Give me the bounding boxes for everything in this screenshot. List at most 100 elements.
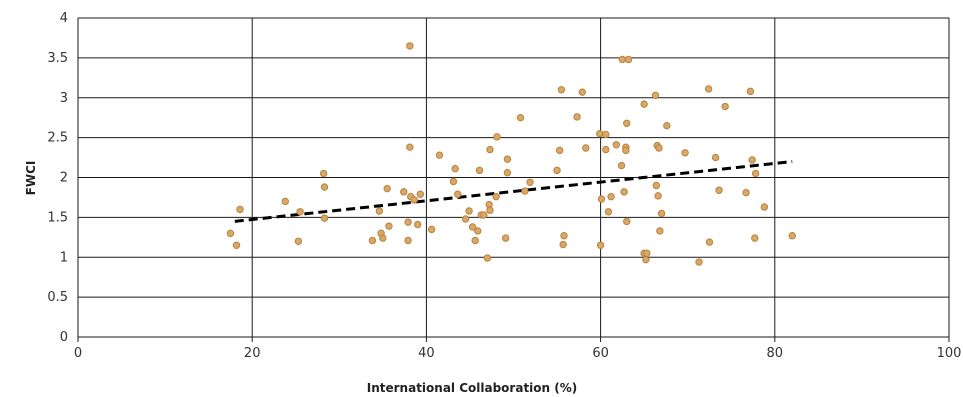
data-point [404, 236, 412, 245]
x-tick-label: 40 [418, 346, 435, 361]
trendline-layer [234, 160, 793, 223]
data-point [624, 55, 633, 64]
trendline [234, 160, 793, 223]
data-point [516, 113, 525, 122]
data-point [607, 192, 615, 201]
data-point [461, 215, 470, 223]
x-tick-label: 80 [767, 346, 784, 361]
data-point [681, 149, 689, 157]
data-point [480, 211, 488, 219]
data-point [582, 144, 590, 152]
data-point [751, 169, 760, 178]
data-point [454, 190, 462, 198]
data-point [427, 225, 436, 234]
y-tick-label: 0 [60, 330, 68, 345]
data-point [410, 196, 418, 204]
data-point [406, 143, 414, 151]
data-points-layer [226, 42, 796, 266]
data-point [468, 223, 477, 231]
data-point [742, 188, 750, 197]
data-point [705, 238, 714, 246]
data-point [503, 169, 512, 177]
data-point [294, 237, 303, 246]
data-point [475, 166, 484, 175]
data-point [655, 144, 663, 152]
data-point [521, 187, 529, 195]
data-point [486, 206, 494, 214]
data-point [604, 208, 613, 216]
data-point [320, 183, 329, 191]
data-point [385, 222, 393, 230]
data-point [375, 207, 384, 215]
data-point [760, 203, 769, 211]
data-point [492, 192, 500, 201]
data-point [704, 85, 713, 93]
y-tick-label: 3 [60, 91, 68, 106]
data-point [503, 155, 512, 163]
data-point [320, 214, 329, 222]
data-point [617, 161, 626, 170]
data-point [597, 195, 606, 203]
data-point [721, 102, 729, 111]
data-point [652, 181, 661, 190]
data-point [413, 220, 422, 229]
y-tick-label: 2.5 [47, 131, 68, 146]
data-point [319, 169, 328, 178]
y-tick-label: 1.5 [47, 210, 68, 225]
data-point [232, 241, 241, 249]
x-tick-label: 20 [244, 346, 261, 361]
data-point [623, 217, 631, 226]
data-point [483, 254, 492, 262]
data-point [612, 141, 620, 149]
data-point [656, 227, 664, 235]
data-point [788, 232, 796, 240]
data-point [501, 234, 510, 242]
data-point [602, 145, 610, 154]
data-point [695, 258, 703, 266]
data-point [404, 218, 412, 226]
y-tick-label: 2 [60, 171, 68, 186]
data-point [557, 86, 566, 94]
data-point [400, 188, 408, 196]
data-point [379, 234, 387, 242]
data-point [578, 88, 587, 96]
data-point [296, 208, 304, 216]
data-point [465, 207, 473, 215]
data-point [642, 255, 650, 264]
data-point [486, 145, 494, 154]
data-point [618, 55, 627, 64]
y-tick-label: 4 [60, 11, 68, 26]
grid-layer [77, 17, 950, 342]
data-point [406, 42, 414, 50]
data-point [449, 177, 458, 186]
data-point [493, 133, 501, 141]
data-point [602, 130, 610, 139]
data-point [435, 151, 444, 159]
data-point [368, 236, 377, 245]
data-point [573, 113, 581, 121]
data-point [526, 178, 534, 186]
data-point [640, 100, 648, 108]
data-point [711, 153, 720, 162]
data-point [416, 190, 425, 198]
data-point [281, 197, 289, 206]
data-point [651, 91, 660, 100]
y-axis-title: FWCI [24, 161, 38, 196]
tick-labels-layer: 00.511.522.533.540 20 40 60 80 100 [47, 11, 961, 361]
data-point [474, 227, 482, 235]
data-point [622, 146, 630, 155]
data-point [596, 129, 604, 138]
x-tick-label: 100 [937, 346, 962, 361]
data-point [643, 249, 651, 257]
data-point [236, 205, 244, 214]
data-point [748, 156, 756, 164]
x-tick-label: 60 [592, 346, 609, 361]
data-point [451, 165, 459, 173]
data-point [555, 146, 564, 155]
data-point [620, 188, 628, 196]
data-point [383, 184, 391, 193]
data-point [560, 232, 568, 240]
x-axis-title: International Collaboration (%) [367, 381, 578, 395]
